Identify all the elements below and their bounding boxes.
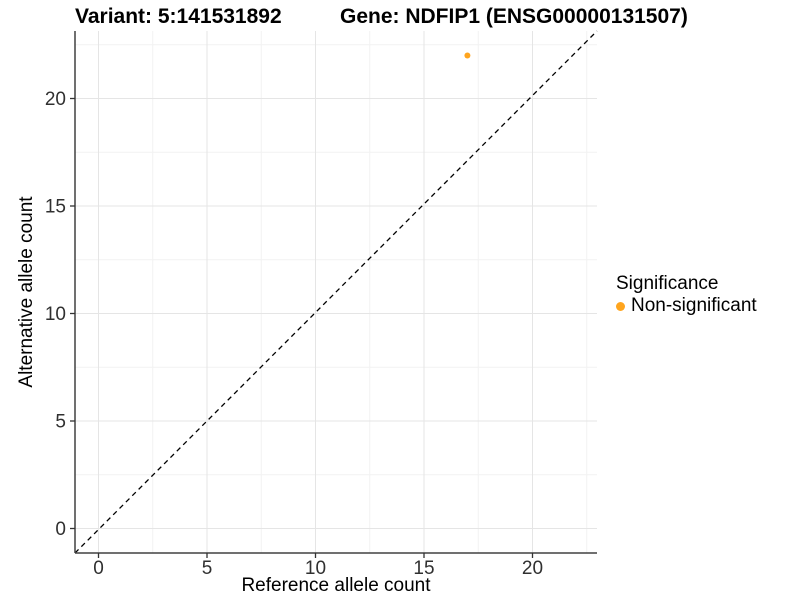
y-tick-label: 0 bbox=[55, 519, 66, 540]
legend-point-icon bbox=[616, 301, 625, 311]
plot-title-variant: Variant: 5:141531892 bbox=[75, 5, 282, 28]
x-tick-label: 5 bbox=[202, 558, 213, 579]
y-tick-label: 5 bbox=[55, 412, 66, 433]
x-axis-label: Reference allele count bbox=[241, 575, 431, 596]
legend-item: Non-significant bbox=[616, 295, 757, 317]
data-point bbox=[464, 52, 471, 59]
y-tick-label: 10 bbox=[45, 304, 66, 325]
legend-item-label: Non-significant bbox=[631, 295, 757, 316]
x-tick-label: 15 bbox=[413, 558, 434, 579]
y-tick-label: 20 bbox=[45, 89, 66, 110]
y-tick-label: 15 bbox=[45, 197, 66, 218]
y-axis-label: Alternative allele count bbox=[16, 196, 37, 388]
x-tick-label: 10 bbox=[305, 558, 326, 579]
x-tick-label: 20 bbox=[522, 558, 543, 579]
legend-title: Significance bbox=[616, 273, 719, 294]
identity-reference-line bbox=[74, 30, 598, 554]
legend: Significance Non-significant bbox=[616, 273, 757, 317]
x-tick-label: 0 bbox=[93, 558, 104, 579]
plot-title-gene: Gene: NDFIP1 (ENSG00000131507) bbox=[340, 5, 688, 28]
